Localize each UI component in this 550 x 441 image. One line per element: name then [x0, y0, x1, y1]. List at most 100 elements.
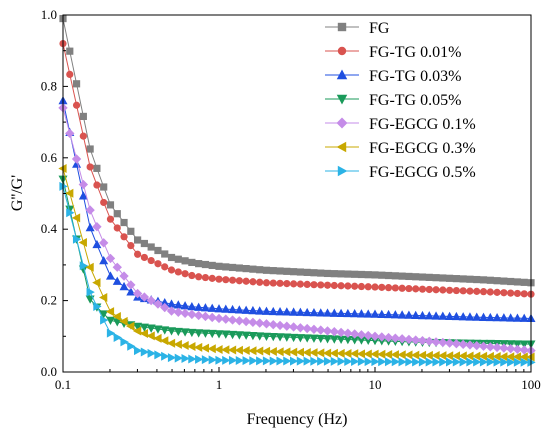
data-point — [72, 101, 81, 109]
data-point — [268, 319, 278, 330]
data-point — [200, 329, 210, 338]
data-point — [499, 343, 509, 353]
data-point — [147, 256, 155, 265]
data-point — [492, 342, 502, 353]
data-point — [222, 263, 230, 271]
data-point — [356, 349, 366, 359]
data-point — [351, 356, 360, 366]
data-point — [133, 322, 143, 332]
data-point — [452, 286, 460, 295]
data-point — [119, 316, 128, 326]
data-point — [432, 286, 440, 294]
data-point — [201, 260, 210, 269]
data-point — [256, 356, 265, 366]
data-point — [241, 316, 251, 327]
data-point — [519, 352, 528, 362]
data-point — [249, 278, 257, 286]
data-point — [336, 327, 346, 338]
data-point — [161, 250, 169, 258]
data-point — [188, 271, 196, 280]
data-point — [275, 333, 285, 342]
data-point — [446, 357, 455, 367]
data-point — [112, 318, 122, 327]
data-point — [160, 336, 169, 346]
data-point — [337, 270, 345, 278]
data-point — [249, 356, 258, 366]
data-point — [146, 331, 155, 341]
data-point — [363, 309, 373, 318]
data-point — [344, 270, 352, 278]
data-point — [303, 356, 312, 366]
legend-marker — [337, 22, 347, 32]
data-point — [383, 349, 393, 359]
data-point — [242, 277, 250, 285]
data-point — [126, 321, 135, 331]
data-point — [282, 321, 292, 331]
data-point — [146, 324, 156, 333]
data-point — [154, 350, 163, 360]
data-point — [153, 333, 162, 343]
data-point — [302, 334, 312, 343]
data-point — [72, 234, 82, 244]
data-point — [310, 356, 319, 366]
x-tick-label: 100 — [521, 377, 541, 392]
data-point — [526, 352, 535, 362]
data-point — [391, 284, 399, 292]
data-point — [147, 348, 156, 358]
data-point — [507, 277, 515, 286]
data-point — [357, 270, 366, 279]
data-point — [92, 239, 102, 249]
data-point — [167, 253, 176, 262]
data-point — [302, 347, 311, 357]
data-point — [472, 340, 482, 351]
data-point — [424, 350, 433, 360]
data-point — [425, 357, 434, 367]
x-axis-title: Frequency (Hz) — [247, 411, 348, 428]
data-point — [478, 341, 489, 351]
data-point — [378, 357, 387, 367]
data-point — [344, 282, 352, 290]
data-point — [255, 306, 265, 315]
data-point — [322, 326, 333, 336]
data-point — [85, 205, 95, 215]
data-point — [269, 356, 278, 366]
data-point — [228, 304, 238, 314]
data-point — [336, 308, 346, 317]
data-point — [134, 236, 142, 244]
data-point — [78, 179, 89, 190]
data-point — [221, 330, 231, 339]
data-point — [425, 273, 433, 281]
data-point — [438, 351, 447, 361]
data-point — [397, 334, 407, 344]
data-point — [317, 281, 325, 289]
data-point — [120, 337, 129, 347]
data-point — [106, 215, 115, 223]
series-7 — [59, 181, 536, 367]
data-point — [154, 260, 162, 268]
data-point — [112, 276, 122, 285]
data-point — [180, 301, 190, 310]
data-point — [66, 70, 74, 79]
data-point — [370, 336, 380, 346]
data-point — [303, 280, 311, 289]
data-point — [105, 316, 115, 326]
data-point — [520, 357, 529, 367]
data-point — [404, 310, 414, 319]
data-point — [207, 312, 217, 323]
data-point — [241, 331, 251, 340]
data-point — [507, 357, 516, 367]
y-tick-label: 0.4 — [41, 221, 58, 236]
data-point — [248, 305, 258, 315]
data-point — [466, 275, 474, 283]
data-point — [78, 238, 87, 248]
data-point — [167, 327, 177, 336]
data-point — [234, 331, 244, 340]
data-point — [275, 307, 285, 316]
data-point — [139, 292, 150, 302]
data-point — [412, 285, 420, 293]
data-point — [181, 270, 189, 278]
data-point — [100, 315, 109, 325]
data-point — [404, 334, 414, 345]
data-point — [228, 263, 237, 272]
